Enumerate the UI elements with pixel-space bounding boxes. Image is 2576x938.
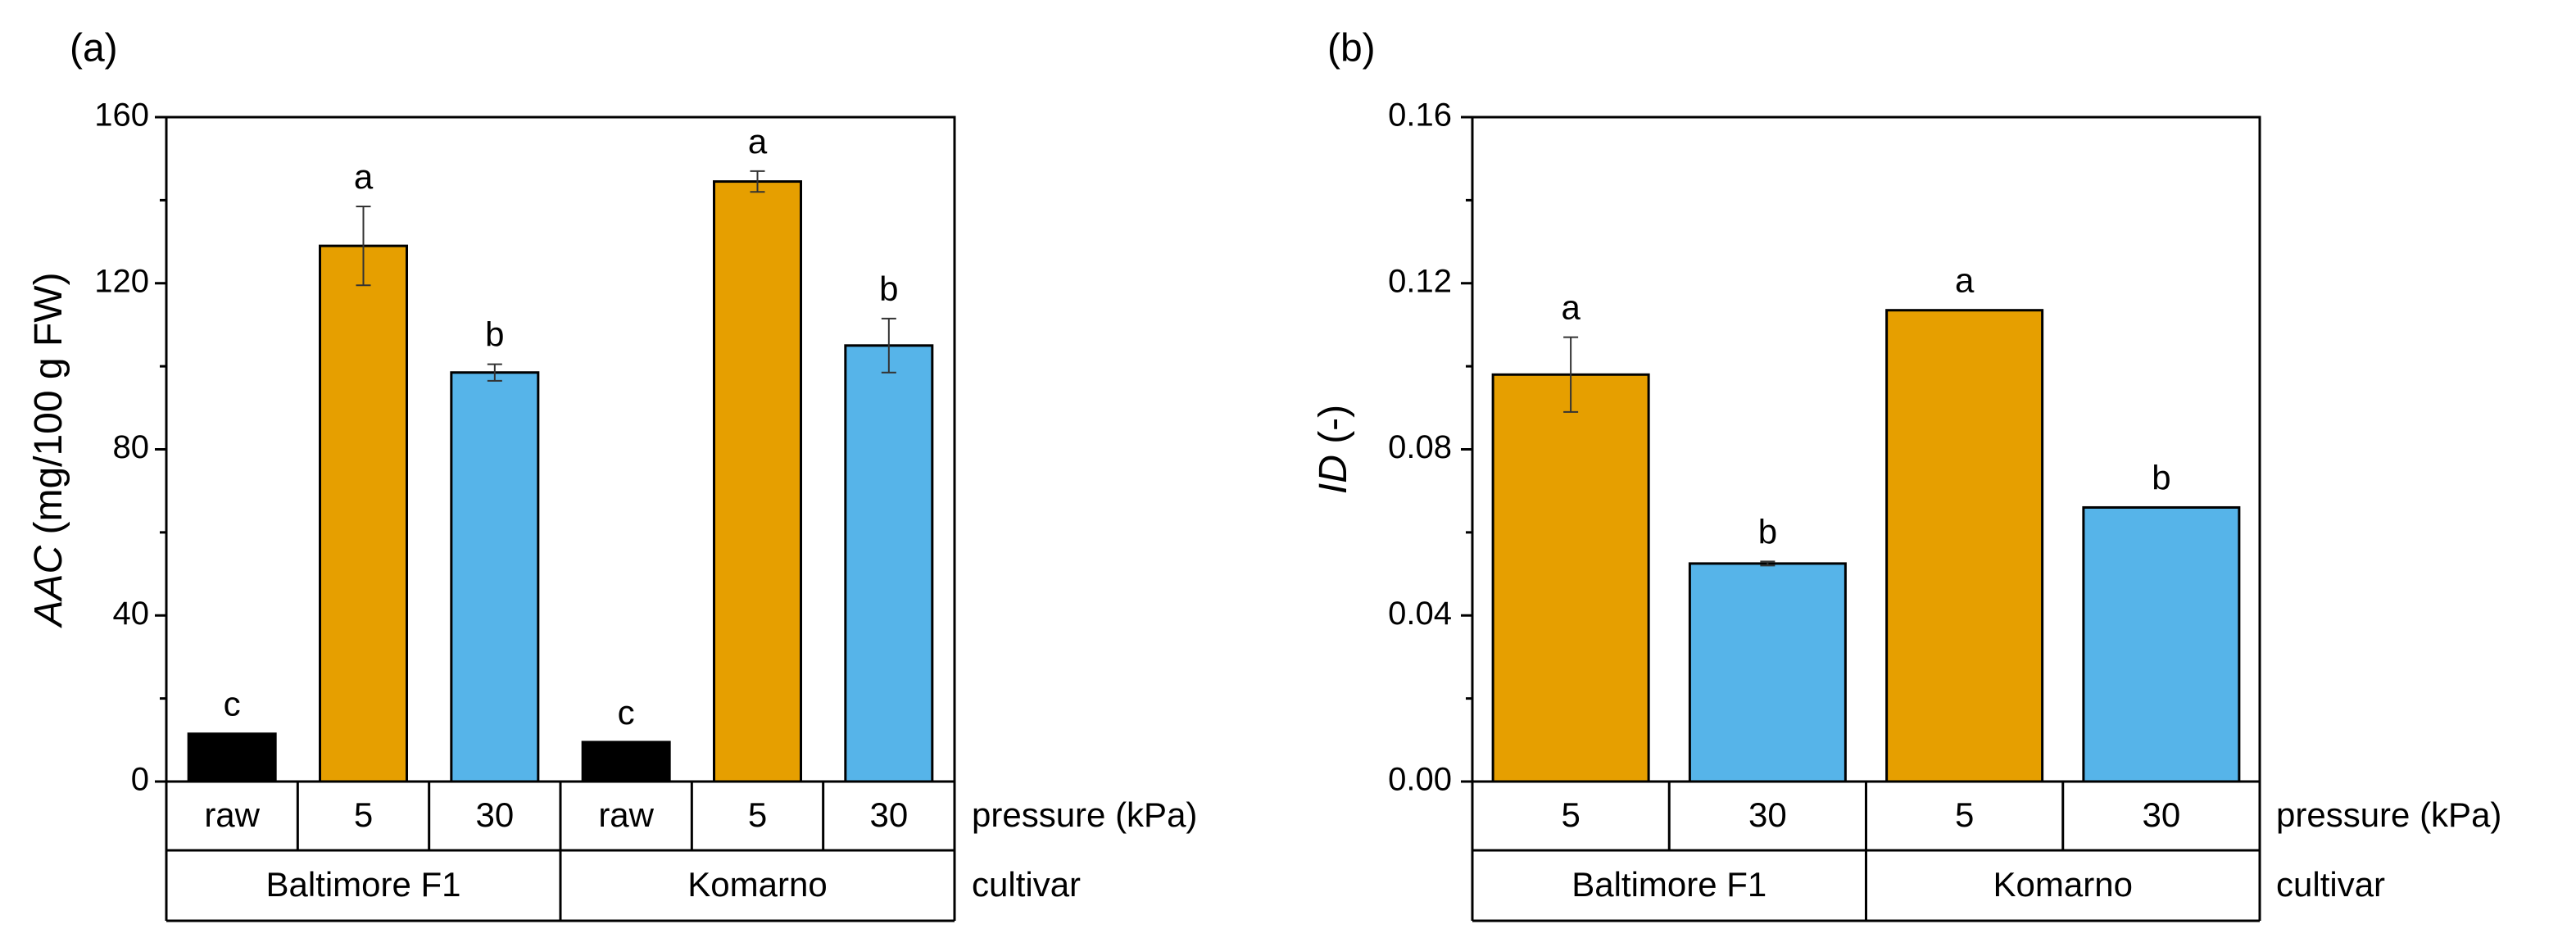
x-category-label: 5: [1955, 795, 1974, 834]
y-tick-label: 0.12: [1388, 263, 1452, 299]
y-tick-label: 0.04: [1388, 596, 1452, 632]
significance-letter: a: [748, 122, 768, 161]
x-category-label: 30: [2143, 795, 2181, 834]
y-tick-label: 0: [131, 762, 149, 798]
significance-letter: b: [879, 270, 898, 308]
significance-letter: c: [618, 693, 635, 732]
y-tick-label: 0.16: [1388, 97, 1452, 134]
plot-frame: [165, 116, 956, 783]
x-category-label: raw: [204, 795, 260, 834]
chart-panel-b: (b) 0.00 0.04 0.08 0.12 0.16 ID (-) a b a b 5 30 5 30 B…: [1312, 27, 2501, 922]
x-category-label: 5: [354, 795, 373, 834]
chart-panel-a: (a) 0 40 80 120 160 AAC (mg/100 g FW) c a b c a b raw…: [27, 27, 1197, 922]
significance-letter: a: [1561, 288, 1581, 327]
panel-label: (a): [70, 27, 118, 70]
x-category-label: raw: [598, 795, 654, 834]
x-group-label: Komarno: [687, 865, 827, 904]
y-axis-title-italic: ID: [1312, 455, 1355, 494]
x-category-label: 30: [869, 795, 908, 834]
y-tick-label: 0.00: [1388, 762, 1452, 798]
row-title-pressure: pressure (kPa): [972, 795, 1197, 834]
bar-1: [319, 244, 408, 783]
y-tick-label: 80: [113, 429, 150, 465]
y-axis-title: AAC (mg/100 g FW): [27, 272, 70, 628]
row-title-pressure: pressure (kPa): [2276, 795, 2501, 834]
significance-letter: b: [485, 315, 504, 354]
significance-letter: a: [1955, 261, 1975, 300]
y-tick-label: 0.08: [1388, 429, 1452, 465]
bar-3: [581, 741, 671, 783]
significance-letter: c: [224, 685, 241, 723]
x-category-label: 30: [1748, 795, 1787, 834]
bar-3: [2082, 505, 2241, 783]
row-title-cultivar: cultivar: [2276, 865, 2385, 904]
y-tick-label: 160: [94, 97, 149, 134]
panel-label: (b): [1327, 27, 1376, 70]
y-axis-title-rest: (-): [1312, 405, 1355, 455]
y-tick-label: 40: [113, 596, 150, 632]
y-axis-title: ID (-): [1312, 405, 1355, 494]
y-axis-title-italic: AAC: [27, 546, 70, 629]
bar-2: [450, 371, 540, 783]
bar-0: [187, 732, 277, 783]
bar-5: [844, 344, 934, 783]
x-group-label: Baltimore F1: [1571, 865, 1766, 904]
significance-letter: b: [2152, 458, 2170, 496]
significance-letter: a: [354, 157, 374, 196]
significance-letter: b: [1758, 512, 1777, 551]
row-title-cultivar: cultivar: [972, 865, 1081, 904]
x-category-label: 5: [748, 795, 767, 834]
bar-0: [1491, 373, 1650, 783]
bar-2: [1885, 309, 2044, 783]
bar-4: [713, 180, 802, 783]
y-tick-label: 120: [94, 263, 149, 299]
x-category-label: 5: [1561, 795, 1580, 834]
x-group-label: Komarno: [1993, 865, 2133, 904]
x-group-label: Baltimore F1: [265, 865, 460, 904]
bar-1: [1688, 562, 1847, 783]
x-category-label: 30: [475, 795, 514, 834]
y-axis-title-rest: (mg/100 g FW): [27, 272, 70, 545]
